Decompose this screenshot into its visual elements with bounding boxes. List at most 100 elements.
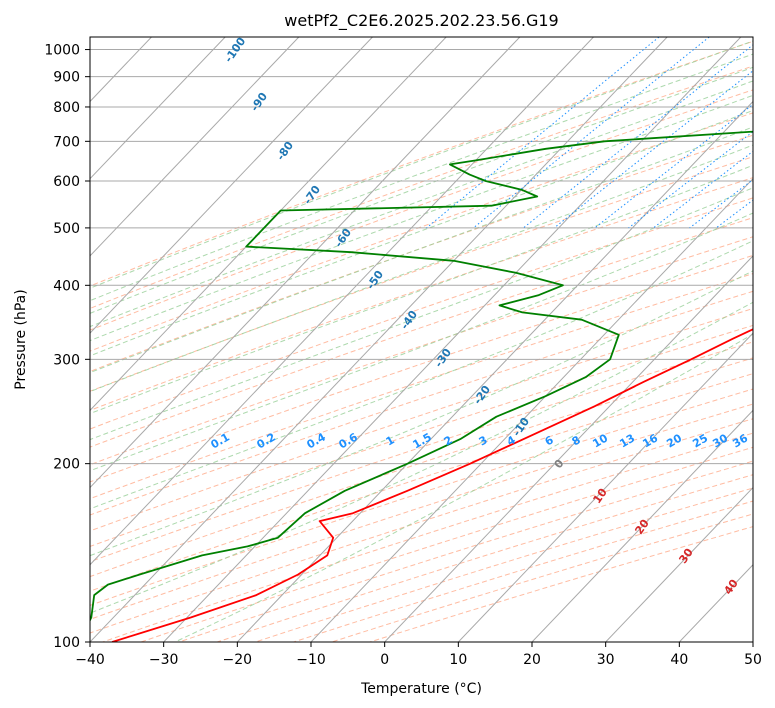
mixing-ratio-label: 1.5 [411, 430, 434, 451]
dry-adiabat-line [90, 40, 753, 287]
x-axis-label: Temperature (°C) [360, 681, 482, 697]
y-tick-label: 100 [53, 635, 80, 651]
isotherm-gridline [0, 37, 4, 642]
x-tick-label: −10 [296, 652, 326, 668]
isotherm-gridline [90, 37, 373, 334]
dry-adiabat-line [90, 273, 753, 500]
profile-series [90, 130, 753, 642]
moist-adiabat-line [90, 164, 753, 415]
x-axis-ticks: −40 −30 −20 −10 0 10 20 30 40 50 [75, 642, 762, 668]
adiabat-label: -40 [398, 308, 420, 332]
isotherm-gridline [310, 177, 753, 642]
y-axis-ticks: 100 200 300 400 500 600 700 800 900 1000 [44, 43, 90, 651]
moist-adiabat-line [90, 126, 753, 374]
mixing-ratio-line [473, 37, 710, 229]
dry-adiabat-line [90, 134, 753, 373]
isotherm-gridline [678, 564, 753, 642]
x-tick-label: −20 [223, 652, 253, 668]
mixing-ratio-lines [426, 37, 775, 229]
grid-lines [0, 37, 753, 642]
y-tick-label: 1000 [44, 43, 80, 59]
y-tick-label: 300 [53, 352, 80, 368]
y-tick-label: 500 [53, 221, 80, 237]
moist-adiabat-line [90, 240, 753, 510]
plot-area: -100-90-80-70-60-50-40-30-20-10010203040… [0, 37, 775, 642]
moist-adiabat-line [90, 270, 753, 557]
dry-adiabat-line [178, 460, 753, 642]
x-tick-label: 20 [523, 652, 541, 668]
adiabat-label: 30 [676, 546, 696, 566]
x-tick-label: 40 [670, 652, 688, 668]
dry-adiabat-line [90, 308, 753, 532]
moist-adiabat-line [90, 80, 753, 328]
mixing-ratio-line [755, 37, 775, 228]
isotherm-gridline [0, 37, 78, 642]
isotherm-gridline [90, 37, 521, 489]
mixing-ratio-line [689, 178, 753, 229]
isotherm-gridline [236, 100, 753, 642]
adiabat-label: -70 [301, 183, 323, 207]
x-tick-label: 50 [744, 652, 762, 668]
isotherm-gridline [90, 37, 226, 180]
adiabat-label: 10 [590, 486, 610, 506]
y-axis-label: Pressure (hPa) [13, 289, 29, 389]
y-tick-label: 600 [53, 174, 80, 190]
mixing-ratio-line [594, 103, 753, 229]
dry-adiabat-line [90, 357, 753, 578]
dry-adiabats [90, 40, 753, 642]
y-tick-label: 200 [53, 457, 80, 473]
dry-adiabat-line [90, 254, 753, 483]
chart-title: wetPf2_C2E6.2025.202.23.56.G19 [284, 11, 558, 31]
isotherm-gridline [605, 486, 753, 642]
x-tick-label: 0 [380, 652, 389, 668]
dry-adiabat-line [90, 177, 753, 411]
adiabat-label: -20 [471, 383, 493, 407]
dry-adiabat-line [369, 526, 753, 642]
mixing-ratio-label: 0.4 [305, 430, 329, 451]
mixing-ratio-label: 0.6 [337, 430, 361, 451]
x-tick-label: 10 [449, 652, 467, 668]
dry-adiabat-line [90, 197, 753, 430]
moist-adiabats [90, 40, 753, 642]
dewpoint-profile-line [90, 130, 753, 623]
dry-adiabat-line [90, 341, 753, 563]
isotherm-gridline [90, 37, 668, 642]
dry-adiabat-line [90, 290, 753, 516]
dry-adiabat-line [90, 236, 753, 466]
adiabat-label: -80 [274, 139, 296, 163]
adiabat-label: -90 [248, 90, 270, 114]
moist-adiabat-line [90, 212, 753, 472]
dry-adiabat-line [90, 217, 753, 448]
adiabat-label: -10 [510, 415, 532, 439]
moist-adiabat-line [90, 301, 753, 614]
dry-adiabat-line [293, 500, 753, 642]
moist-adiabat-line [90, 109, 753, 357]
y-tick-label: 700 [53, 134, 80, 150]
dry-adiabat-line [90, 324, 753, 547]
moist-adiabat-line [90, 40, 753, 289]
isotherm-gridline [752, 641, 753, 642]
mixing-ratio-label: 36 [730, 431, 750, 450]
dry-adiabat-line [90, 388, 753, 606]
mixing-ratio-label: 6 [543, 433, 556, 448]
moist-adiabat-line [90, 187, 753, 441]
mixing-ratio-label: 1 [384, 433, 397, 448]
isotherm-gridline [90, 37, 594, 566]
moist-adiabat-line [90, 53, 753, 302]
mixing-ratio-label: 10 [590, 431, 610, 450]
dry-adiabat-line [90, 373, 753, 592]
isotherm-gridline [384, 255, 753, 642]
mixing-ratio-label: 25 [690, 432, 710, 451]
y-tick-label: 400 [53, 278, 80, 294]
moist-adiabat-line [90, 66, 753, 314]
mixing-ratio-line [426, 37, 660, 229]
isotherm-gridline [90, 37, 300, 257]
dry-adiabat-line [90, 112, 753, 352]
x-tick-label: −40 [75, 652, 105, 668]
mixing-ratio-label: 13 [617, 432, 637, 451]
mixing-ratio-line [523, 44, 753, 229]
moist-adiabat-line [90, 144, 753, 393]
dry-adiabat-line [90, 403, 753, 620]
isotherm-gridline [531, 409, 753, 642]
